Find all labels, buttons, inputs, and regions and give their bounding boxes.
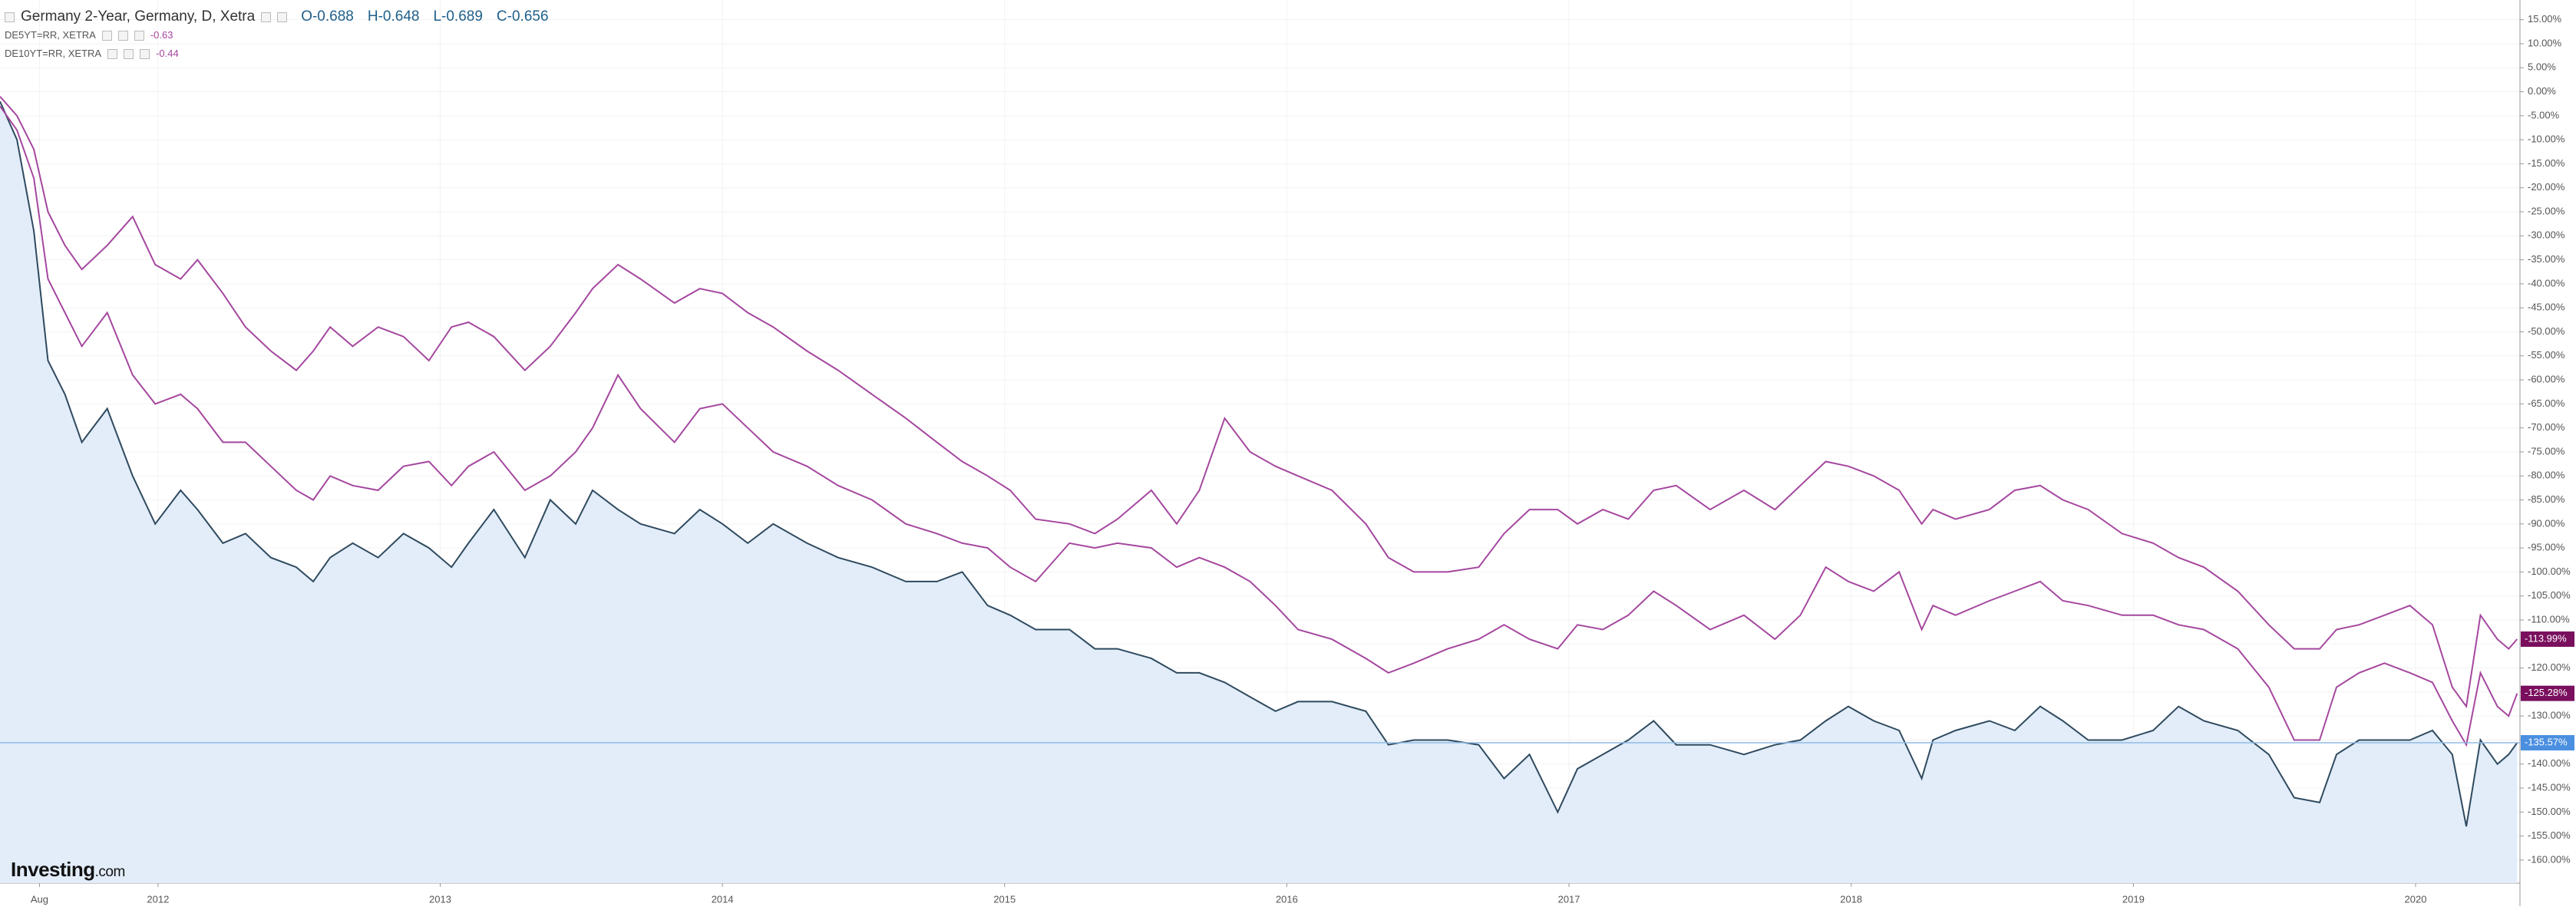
- last-value-label: -125.28%: [2525, 687, 2568, 698]
- y-tick-label: 0.00%: [2528, 85, 2556, 97]
- y-tick-label: -60.00%: [2528, 374, 2565, 385]
- y-tick-label: -20.00%: [2528, 181, 2565, 193]
- x-tick-label: 2016: [1276, 893, 1298, 905]
- icon[interactable]: [261, 12, 272, 22]
- y-tick-label: -35.00%: [2528, 253, 2565, 265]
- y-tick-label: -70.00%: [2528, 421, 2565, 433]
- y-tick-label: -155.00%: [2528, 829, 2571, 841]
- y-tick-label: -105.00%: [2528, 589, 2571, 601]
- ohlc-label: C: [496, 8, 507, 25]
- legend-entry: DE5YT=RR, XETRA: [5, 29, 96, 41]
- legend-value: -0.44: [156, 48, 179, 59]
- line: [0, 101, 2518, 827]
- last-value-tag: [2521, 685, 2574, 701]
- y-tick-label: -45.00%: [2528, 302, 2565, 313]
- logo-suffix: .com: [94, 864, 126, 880]
- line: [0, 105, 2518, 747]
- logo-name: Investing: [11, 858, 95, 881]
- ohlc-value: -0.688: [312, 8, 354, 25]
- x-tick-label: Aug: [31, 893, 48, 905]
- icon[interactable]: [107, 48, 118, 59]
- icon[interactable]: [117, 30, 128, 41]
- legend-value: -0.63: [150, 29, 173, 41]
- ohlc-label: O: [301, 8, 312, 25]
- icon[interactable]: [5, 12, 15, 22]
- logo: Investing.com: [11, 858, 125, 882]
- legend: Germany 2-Year, Germany, D, Xetra O-0.68…: [5, 8, 549, 63]
- icon[interactable]: [140, 48, 150, 59]
- x-tick-label: 2014: [712, 893, 734, 905]
- y-tick-label: -160.00%: [2528, 853, 2571, 865]
- y-tick-label: -95.00%: [2528, 542, 2565, 553]
- y-tick-label: -15.00%: [2528, 157, 2565, 169]
- ohlc-label: H: [367, 8, 378, 25]
- legend-row: Germany 2-Year, Germany, D, Xetra O-0.68…: [5, 8, 549, 26]
- y-tick-label: -75.00%: [2528, 445, 2565, 457]
- y-tick-label: -10.00%: [2528, 134, 2565, 145]
- icon[interactable]: [124, 48, 134, 59]
- last-value-label: -113.99%: [2525, 632, 2567, 644]
- area: [0, 101, 2518, 884]
- y-tick-label: -80.00%: [2528, 470, 2565, 481]
- y-tick-label: -120.00%: [2528, 661, 2571, 673]
- line: [0, 96, 2518, 709]
- last-value-tag: [2521, 735, 2574, 751]
- last-value-tag: [2521, 631, 2574, 647]
- y-tick-label: -90.00%: [2528, 517, 2565, 529]
- ohlc: L-0.689: [433, 8, 482, 26]
- y-tick-label: -130.00%: [2528, 710, 2571, 721]
- y-tick-label: -110.00%: [2528, 613, 2570, 625]
- y-tick-label: -30.00%: [2528, 229, 2565, 241]
- last-value-label: -135.57%: [2525, 736, 2568, 747]
- y-tick-label: -25.00%: [2528, 205, 2565, 216]
- icon[interactable]: [134, 30, 144, 41]
- legend-row: DE10YT=RR, XETRA -0.44: [5, 45, 549, 63]
- y-tick-label: -100.00%: [2528, 565, 2571, 577]
- legend-entry: Germany 2-Year, Germany, D, Xetra: [21, 8, 256, 25]
- legend-entry: DE10YT=RR, XETRA: [5, 48, 102, 59]
- x-tick-label: 2015: [993, 893, 1016, 905]
- y-tick-label: -5.00%: [2528, 109, 2560, 120]
- x-tick-label: 2012: [147, 893, 169, 905]
- ohlc-value: -0.656: [507, 8, 549, 25]
- y-tick-label: -150.00%: [2528, 806, 2571, 817]
- x-tick-label: 2019: [2122, 893, 2145, 905]
- y-tick-label: -50.00%: [2528, 325, 2565, 337]
- ohlc: C-0.656: [497, 8, 549, 26]
- icon[interactable]: [101, 30, 112, 41]
- ohlc-value: -0.648: [378, 8, 420, 25]
- y-tick-label: 15.00%: [2528, 13, 2562, 25]
- x-tick-label: 2018: [1840, 893, 1862, 905]
- ohlc-label: L: [433, 8, 442, 25]
- ohlc-value: -0.689: [441, 8, 483, 25]
- ohlc: H-0.648: [368, 8, 420, 26]
- y-tick-label: -145.00%: [2528, 782, 2571, 793]
- x-tick-label: 2013: [429, 893, 451, 905]
- y-tick-label: -40.00%: [2528, 277, 2565, 288]
- x-tick-label: 2020: [2405, 893, 2427, 905]
- y-tick-label: -85.00%: [2528, 493, 2565, 505]
- icon[interactable]: [277, 12, 288, 22]
- y-tick-label: -55.00%: [2528, 349, 2565, 361]
- ohlc: O-0.688: [301, 8, 354, 26]
- y-tick-label: 5.00%: [2528, 61, 2556, 73]
- y-tick-label: 10.00%: [2528, 37, 2562, 48]
- x-tick-label: 2017: [1558, 893, 1580, 905]
- legend-row: DE5YT=RR, XETRA -0.63: [5, 26, 549, 45]
- y-tick-label: -140.00%: [2528, 757, 2571, 769]
- y-tick-label: -65.00%: [2528, 397, 2565, 409]
